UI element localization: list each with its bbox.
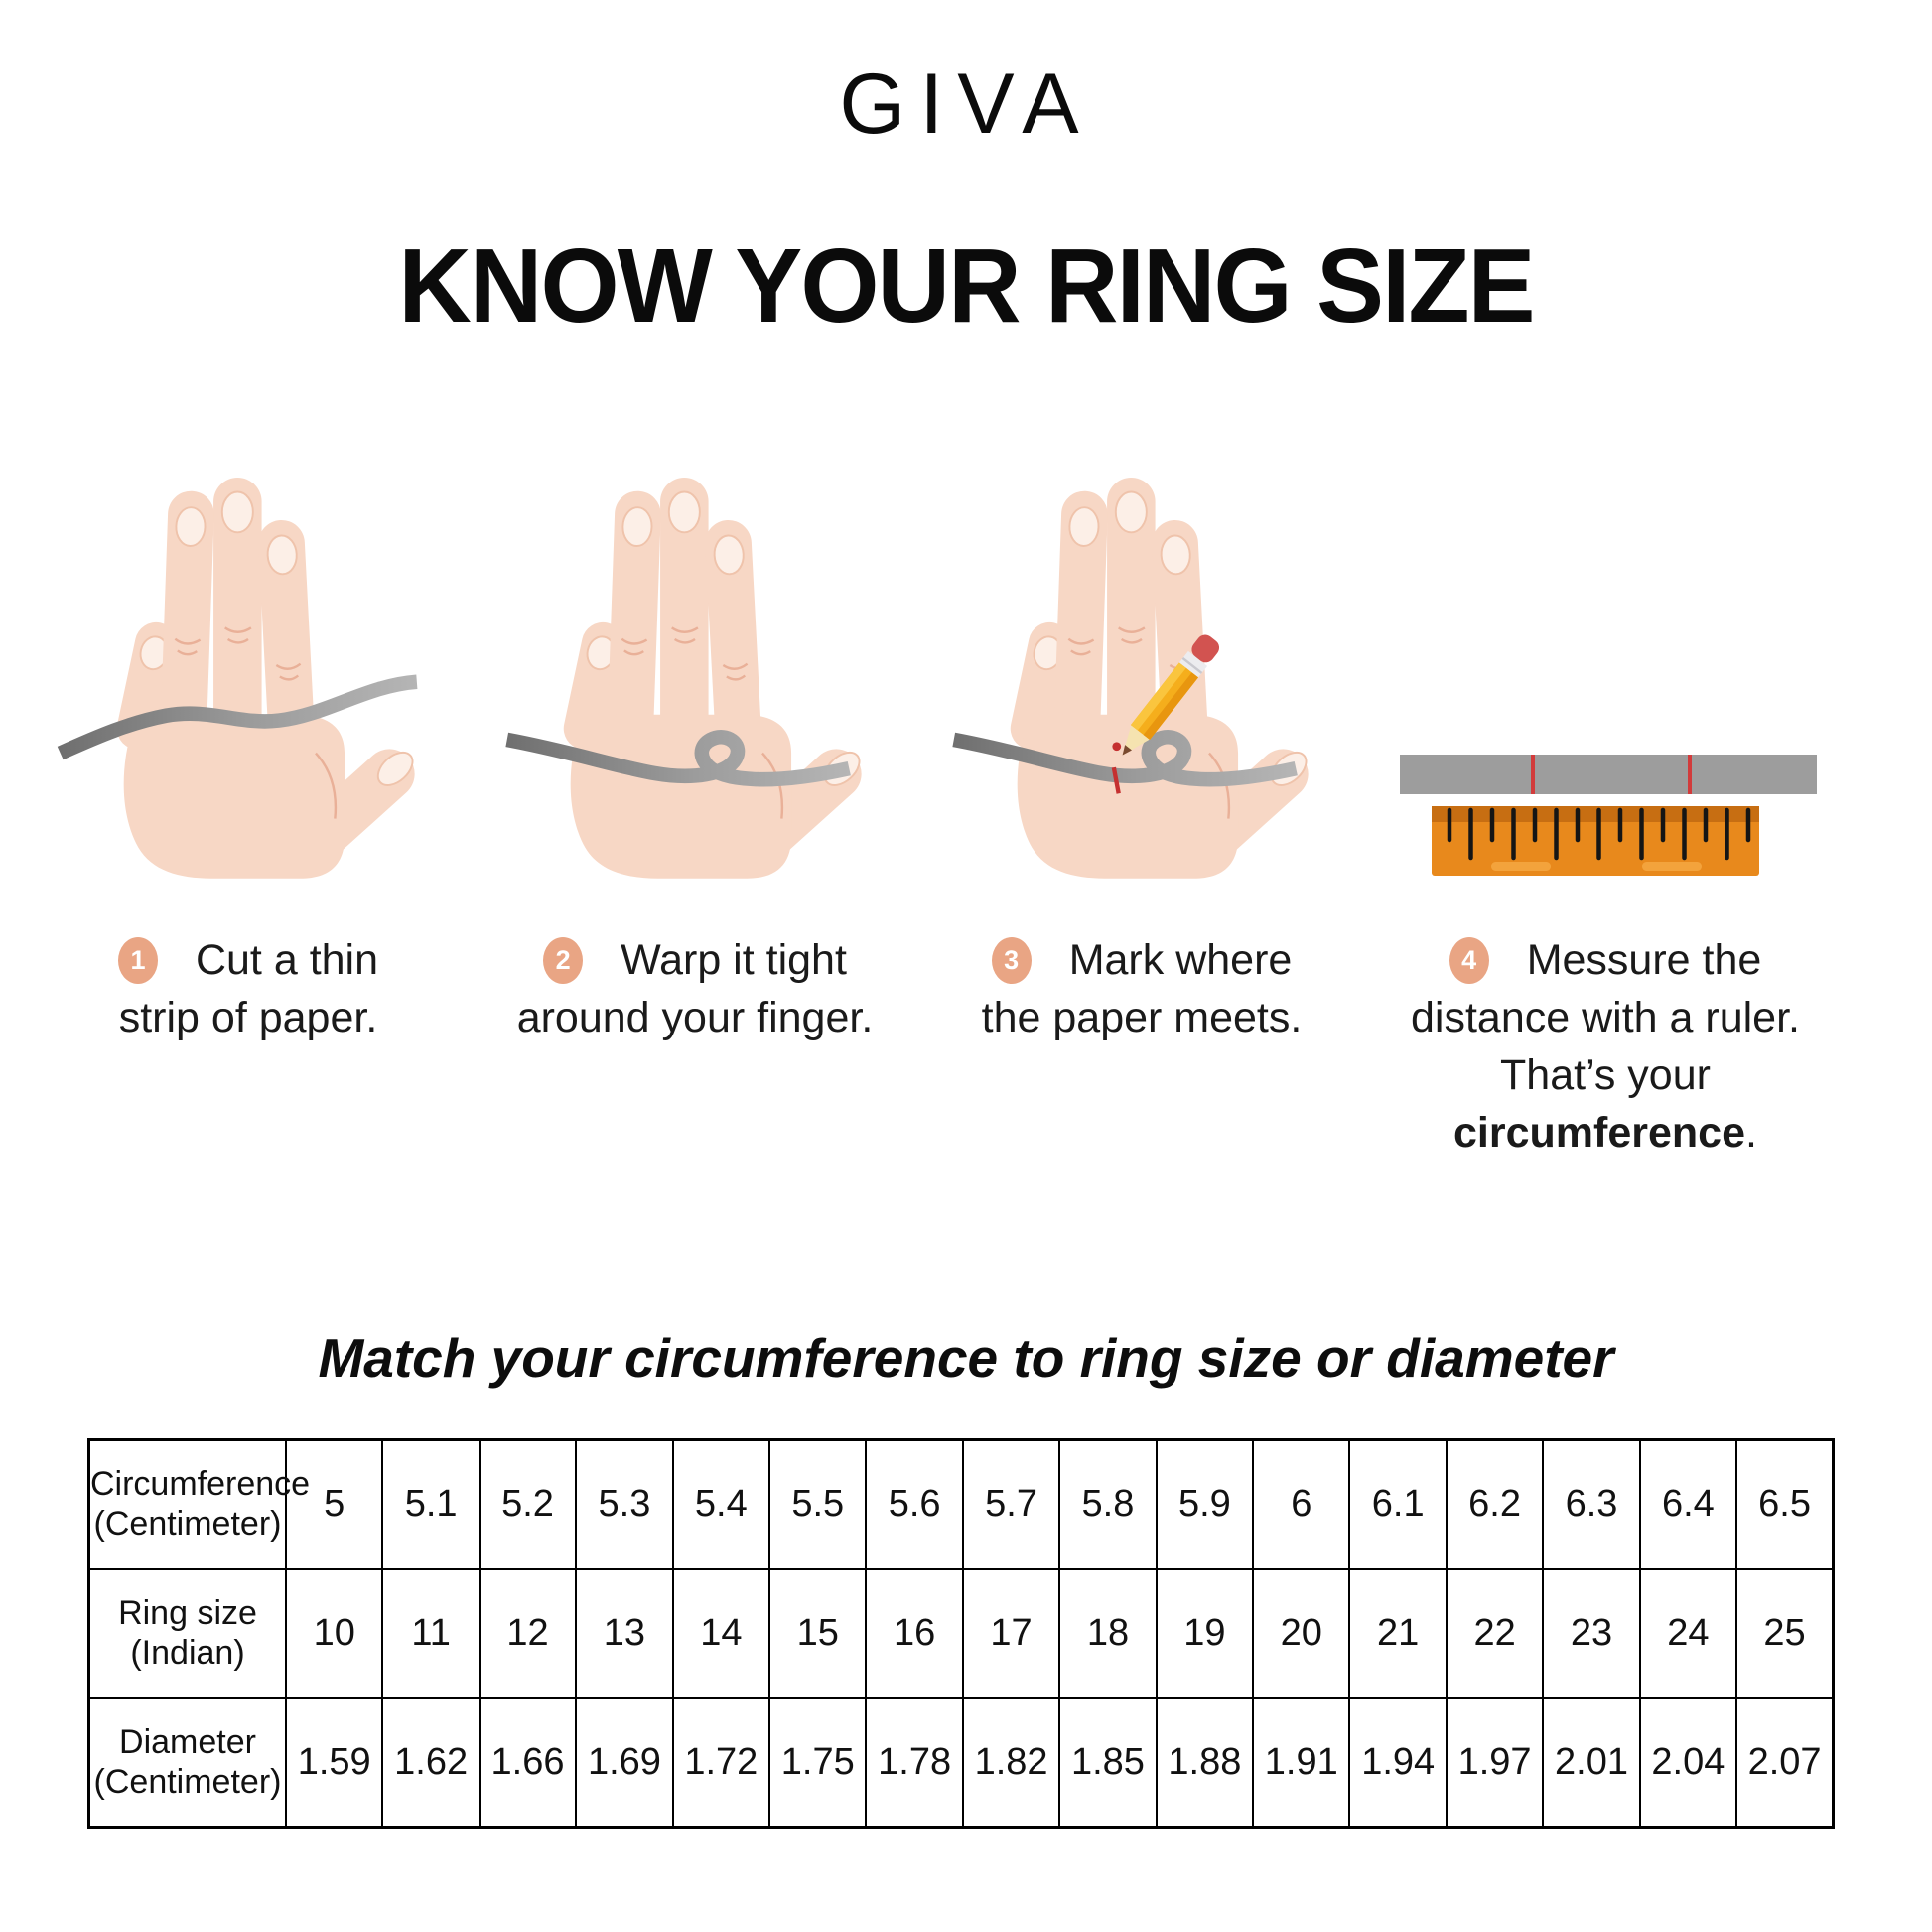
- value-cell: 5.9: [1155, 1438, 1255, 1570]
- value-cell: 1.59: [284, 1697, 384, 1829]
- value-cell: 25: [1735, 1568, 1835, 1699]
- step1-illustration: [35, 435, 462, 892]
- value-cell: 1.62: [381, 1697, 481, 1829]
- value-cell: 6.1: [1348, 1438, 1448, 1570]
- step2-caption: 2 Warp it tight around your finger.: [482, 931, 908, 1046]
- step4-line1: Messure the: [1526, 936, 1762, 984]
- value-cell: 1.72: [671, 1697, 771, 1829]
- value-cell: 5: [284, 1438, 384, 1570]
- value-cell: 6.2: [1445, 1438, 1545, 1570]
- value-cell: 16: [865, 1568, 964, 1699]
- value-cell: 2.04: [1638, 1697, 1738, 1829]
- value-cell: 20: [1252, 1568, 1351, 1699]
- step2-illustration: [482, 435, 908, 892]
- table-row: Circumference (Centimeter) 5 5.1 5.2 5.3 5.4 5.…: [87, 1438, 1835, 1570]
- step4-caption: 4 Messure the distance with a ruler. Tha…: [1362, 931, 1849, 1162]
- value-cell: 2.01: [1542, 1697, 1641, 1829]
- value-cell: 1.69: [575, 1697, 674, 1829]
- step3-illustration: [928, 435, 1355, 892]
- value-cell: 6.3: [1542, 1438, 1641, 1570]
- steps-illustrations-row: [0, 435, 1932, 931]
- step1-line2: strip of paper.: [118, 994, 378, 1041]
- value-cell: 24: [1638, 1568, 1738, 1699]
- value-cell: 5.4: [671, 1438, 771, 1570]
- value-cell: 1.78: [865, 1697, 964, 1829]
- step1-line1: Cut a thin: [195, 936, 379, 984]
- step1-badge: 1: [117, 936, 158, 984]
- hand-icon: [57, 476, 429, 880]
- row-label-cell: Diameter (Centimeter): [87, 1697, 287, 1829]
- step2-line2: around your finger.: [516, 994, 874, 1041]
- red-mark-icon: [1688, 755, 1692, 794]
- value-cell: 1.91: [1252, 1697, 1351, 1829]
- value-cell: 6: [1252, 1438, 1351, 1570]
- hand-icon: [505, 476, 876, 880]
- step2-line1: Warp it tight: [621, 936, 847, 984]
- size-table-body: Circumference (Centimeter) 5 5.1 5.2 5.3 5.4 5.…: [87, 1438, 1835, 1829]
- wrapped-paper-strip-icon: [505, 730, 851, 787]
- value-cell: 5.1: [381, 1438, 481, 1570]
- red-mark-icon: [1111, 766, 1121, 794]
- value-cell: 1.85: [1058, 1697, 1158, 1829]
- pencil-icon: [1122, 634, 1220, 756]
- value-cell: 1.82: [961, 1697, 1061, 1829]
- paper-strip-icon: [57, 674, 418, 760]
- size-table: Circumference (Centimeter) 5 5.1 5.2 5.3 5.4 5.…: [87, 1438, 1835, 1829]
- step2-badge: 2: [543, 936, 584, 984]
- step4-line2: distance with a ruler.: [1411, 994, 1800, 1041]
- value-cell: 18: [1058, 1568, 1158, 1699]
- step4-badge: 4: [1449, 936, 1489, 984]
- step4-illustration: [1372, 435, 1839, 892]
- value-cell: 2.07: [1735, 1697, 1835, 1829]
- red-dot-icon: [1112, 742, 1122, 752]
- table-row: Diameter (Centimeter) 1.59 1.62 1.66 1.69 1.72…: [87, 1697, 1835, 1829]
- value-cell: 15: [768, 1568, 868, 1699]
- ruler-measure-illustration: [1400, 755, 1817, 876]
- value-cell: 19: [1155, 1568, 1255, 1699]
- step3-line2: the paper meets.: [981, 994, 1303, 1041]
- row-label-cell: Circumference (Centimeter): [87, 1438, 310, 1570]
- value-cell: 12: [478, 1568, 578, 1699]
- table-row: Ring size (Indian) 10 11 12 13 14 15 16 17 18 19 20 2…: [87, 1568, 1835, 1699]
- value-cell: 21: [1348, 1568, 1448, 1699]
- step3-line1: Mark where: [1068, 936, 1293, 984]
- value-cell: 6.4: [1638, 1438, 1738, 1570]
- value-cell: 6.5: [1735, 1438, 1835, 1570]
- step4-line3: That’s your circumference.: [1453, 1051, 1757, 1157]
- match-heading: Match your circumference to ring size or…: [318, 1327, 1614, 1389]
- circumference-word: circumference: [1453, 1109, 1746, 1157]
- value-cell: 1.88: [1155, 1697, 1255, 1829]
- value-cell: 1.75: [768, 1697, 868, 1829]
- value-cell: 5.6: [865, 1438, 964, 1570]
- page-title: KNOW YOUR RING SIZE: [398, 227, 1535, 345]
- step3-badge: 3: [991, 936, 1032, 984]
- value-cell: 5.3: [575, 1438, 674, 1570]
- value-cell: 1.97: [1445, 1697, 1545, 1829]
- wrapped-paper-strip-icon: [952, 730, 1298, 787]
- paper-strip-icon: [1400, 755, 1817, 794]
- value-cell: 5.8: [1058, 1438, 1158, 1570]
- value-cell: 5.2: [478, 1438, 578, 1570]
- value-cell: 11: [381, 1568, 481, 1699]
- brand-logo: GIVA: [839, 57, 1093, 152]
- hand-icon: [952, 476, 1322, 880]
- value-cell: 13: [575, 1568, 674, 1699]
- ruler-icon: [1432, 806, 1759, 876]
- value-cell: 23: [1542, 1568, 1641, 1699]
- value-cell: 5.5: [768, 1438, 868, 1570]
- red-mark-icon: [1531, 755, 1535, 794]
- value-cell: 22: [1445, 1568, 1545, 1699]
- value-cell: 1.66: [478, 1697, 578, 1829]
- value-cell: 10: [284, 1568, 384, 1699]
- value-cell: 5.7: [961, 1438, 1061, 1570]
- row-label-cell: Ring size (Indian): [87, 1568, 287, 1699]
- value-cell: 17: [961, 1568, 1061, 1699]
- step1-caption: 1 Cut a thin strip of paper.: [35, 931, 462, 1046]
- value-cell: 14: [671, 1568, 771, 1699]
- step3-caption: 3 Mark where the paper meets.: [928, 931, 1355, 1046]
- value-cell: 1.94: [1348, 1697, 1448, 1829]
